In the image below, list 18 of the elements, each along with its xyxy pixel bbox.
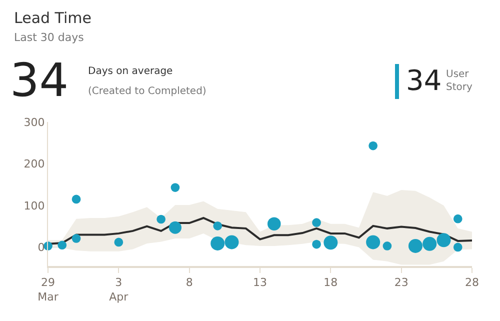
text: User Story	[446, 69, 472, 93]
x-tick-label: 13	[253, 276, 267, 290]
chart-title: Lead Time	[14, 9, 92, 27]
x-tick-label: 18	[324, 276, 338, 290]
text: 34	[10, 53, 69, 107]
x-tick-label: 8	[186, 276, 193, 290]
text: (Created to Completed)	[88, 86, 206, 97]
x-tick-label: 28	[465, 276, 479, 290]
y-tick-label: 100	[24, 199, 45, 212]
y-tick-label: 300	[24, 116, 45, 129]
text: 34	[406, 64, 442, 97]
text: Days on average	[88, 66, 173, 77]
y-tick-label: 0	[38, 241, 45, 254]
y-tick-label: 200	[24, 158, 45, 171]
chart-subtitle: Last 30 days	[14, 31, 84, 44]
x-tick-label: 23	[394, 276, 408, 290]
x-tick-label: 3 Apr	[109, 276, 129, 304]
x-tick-label: 29 Mar	[38, 276, 59, 304]
